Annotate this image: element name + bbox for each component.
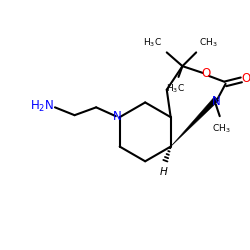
Text: O: O <box>242 72 250 86</box>
Text: CH$_3$: CH$_3$ <box>212 122 231 134</box>
Text: O: O <box>201 66 210 80</box>
Text: H$_2$N: H$_2$N <box>30 99 54 114</box>
Text: N: N <box>113 110 122 123</box>
Text: H$_3$C: H$_3$C <box>143 37 162 50</box>
Polygon shape <box>171 96 219 146</box>
Text: CH$_3$: CH$_3$ <box>199 37 218 50</box>
Text: H$_3$C: H$_3$C <box>166 83 185 95</box>
Text: H: H <box>160 167 168 177</box>
Text: N: N <box>212 95 220 108</box>
